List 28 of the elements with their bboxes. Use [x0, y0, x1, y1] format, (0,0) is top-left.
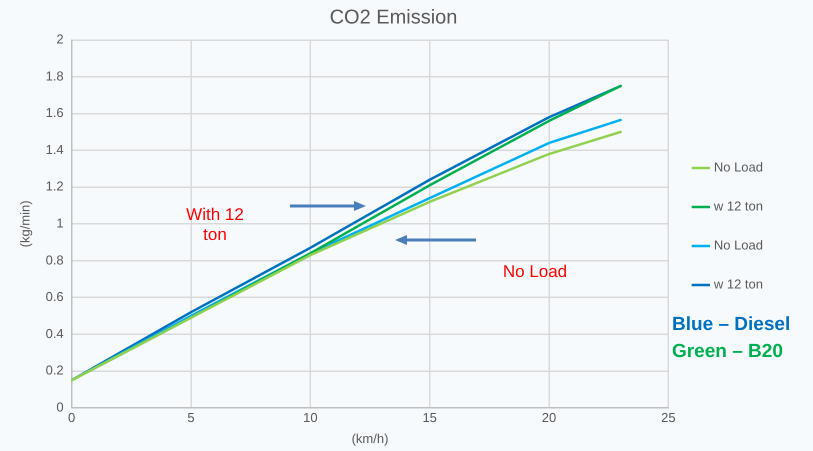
y-tick-label: 1.6: [46, 105, 64, 120]
y-tick-label: 1.8: [46, 68, 64, 84]
y-axis-title: (kg/min): [17, 200, 32, 248]
y-tick-label: 1.4: [46, 142, 64, 157]
x-tick-label: 0: [68, 410, 76, 426]
legend-label: No Load: [714, 160, 764, 175]
x-tick-label: 25: [661, 410, 676, 426]
annotation: No Load: [502, 262, 568, 282]
y-tick-label: 0.6: [46, 289, 64, 304]
text: Blue – Diesel: [672, 314, 792, 337]
annotation: With 12 ton: [185, 205, 245, 246]
x-tick-label: 15: [422, 410, 437, 426]
y-tick-label: 0.2: [46, 362, 64, 378]
legend-label: No Load: [714, 238, 764, 253]
y-tick-label: 2: [56, 32, 64, 47]
y-tick-label: 1: [56, 215, 64, 230]
legend-label: w 12 ton: [712, 198, 764, 214]
x-tick-label: 5: [187, 410, 195, 426]
y-tick-label: 0.4: [46, 326, 64, 341]
x-tick-label: 10: [303, 410, 318, 426]
y-tick-label: 0.8: [46, 252, 64, 268]
chart-title: CO2 Emission: [330, 6, 458, 29]
legend-label: w 12 ton: [712, 276, 764, 292]
y-tick-label: 0: [56, 399, 64, 414]
text: Green – B20: [672, 341, 784, 364]
y-tick-label: 1.2: [46, 178, 64, 194]
x-tick-label: 20: [542, 410, 556, 426]
x-axis-title: (km/h): [352, 430, 388, 446]
